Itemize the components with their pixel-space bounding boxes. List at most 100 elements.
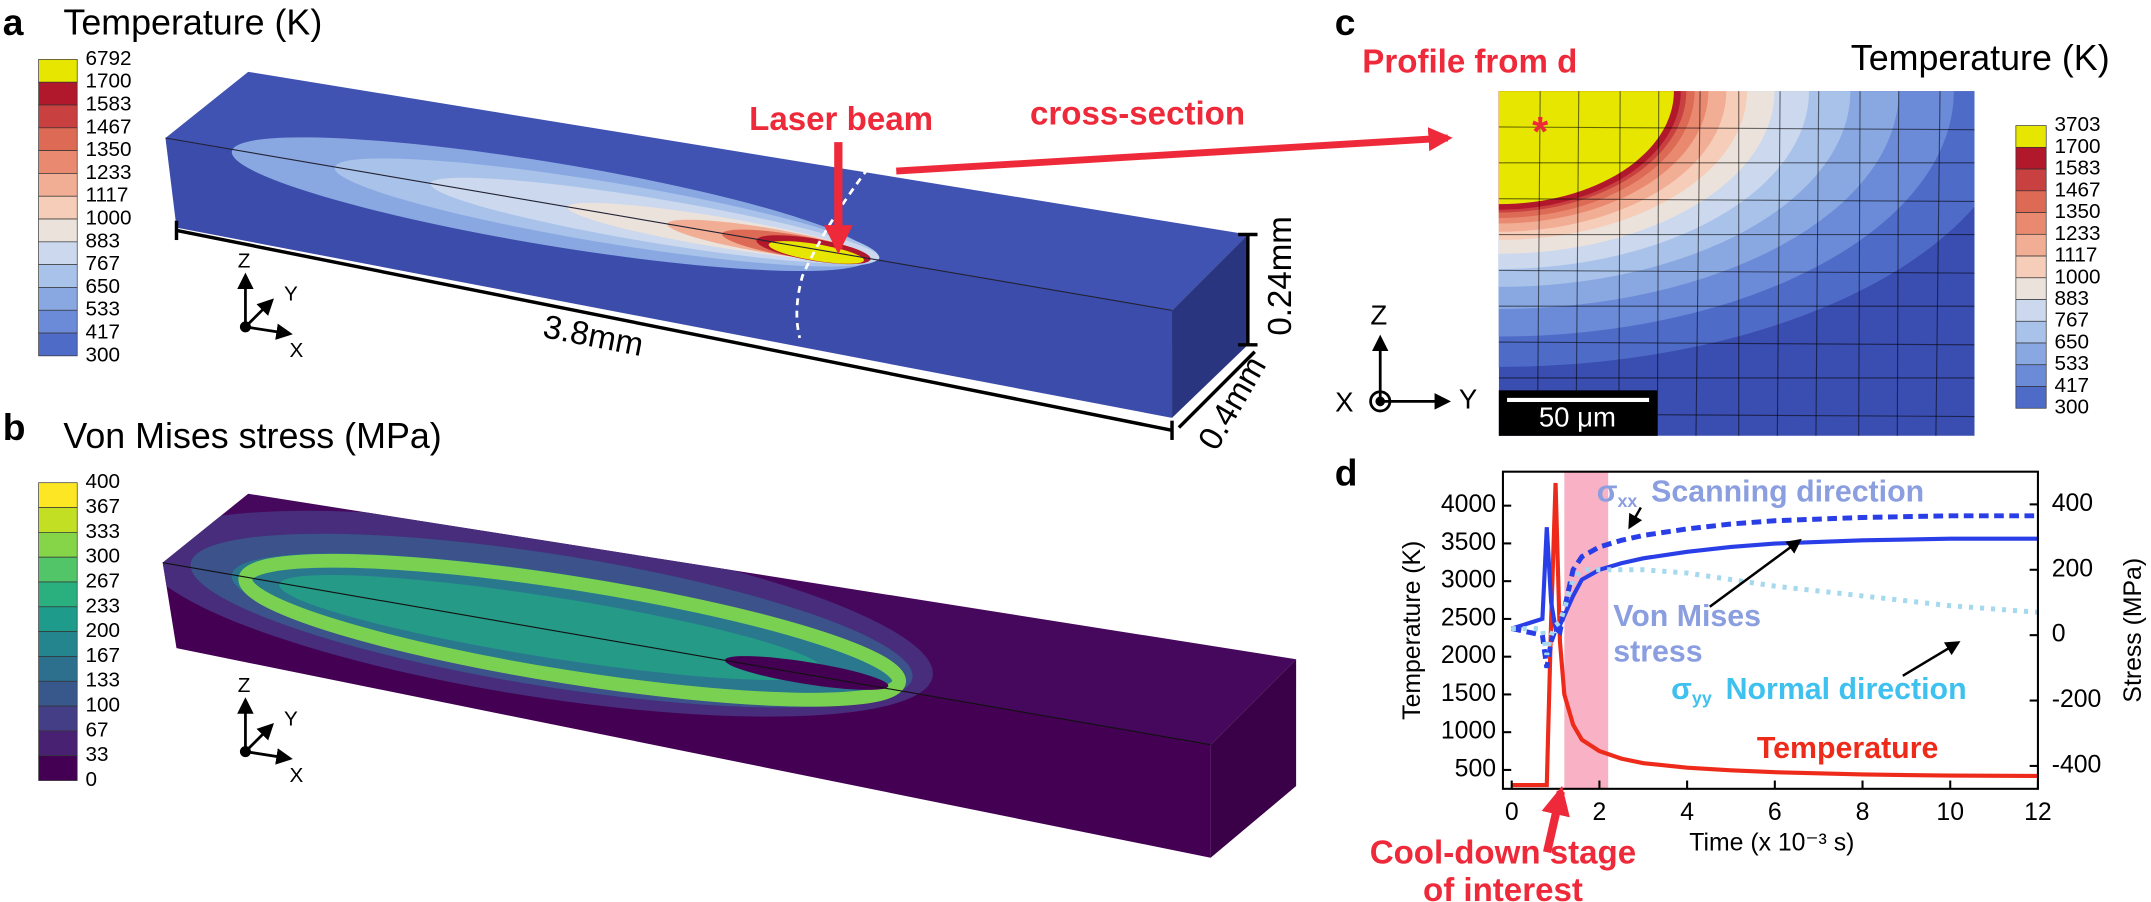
y-axis-title: Temperature (K) xyxy=(1399,541,1426,720)
x-tick-label: 12 xyxy=(2024,799,2052,826)
annotation: of interest xyxy=(1423,872,1583,902)
colorbar-label: 1467 xyxy=(2054,178,2100,201)
colorbar-label: 0 xyxy=(85,768,97,791)
axis-triad xyxy=(1369,334,1452,413)
colorbar-label: 1583 xyxy=(2054,157,2100,180)
chart: 0 2 4 6 8 10 125001000150020002500300035004000… xyxy=(1399,470,2147,857)
colorbar-swatch xyxy=(38,309,78,334)
colorbar-swatch xyxy=(2015,212,2047,235)
plot-frame xyxy=(1501,470,2039,790)
colorbar-label: 367 xyxy=(85,495,120,518)
beam xyxy=(165,71,1248,418)
colorbar-swatch xyxy=(2015,255,2047,279)
colorbar-label: 33 xyxy=(85,743,108,766)
colorbar-swatch xyxy=(38,556,78,583)
y-tick-label: 2000 xyxy=(1441,642,1496,669)
colorbar-swatch xyxy=(38,680,78,707)
colorbar-label: 1117 xyxy=(85,184,128,207)
annotation: Laser beam xyxy=(749,101,933,138)
axis-triad xyxy=(237,272,293,340)
colorbar-label: 300 xyxy=(85,545,120,568)
y2-axis-title: Stress (MPa) xyxy=(2120,558,2147,703)
colorbar-swatch xyxy=(38,606,78,632)
colorbar-label: 67 xyxy=(85,718,108,741)
colorbar-swatch xyxy=(38,104,78,129)
axis-triad xyxy=(237,697,293,765)
colorbar-swatch xyxy=(38,507,78,533)
colorbar-swatch xyxy=(38,59,78,83)
colorbar-swatch xyxy=(38,287,78,311)
colorbar-swatch xyxy=(2015,277,2047,300)
arrow xyxy=(896,127,1453,175)
x-tick-label: 6 xyxy=(1768,799,1782,826)
colorbar-swatch xyxy=(38,150,78,174)
label-part: xx xyxy=(1617,491,1637,511)
y-tick-label: 4000 xyxy=(1441,491,1496,518)
mesh-line xyxy=(1498,341,1975,346)
highlight-band xyxy=(1564,471,1609,789)
colorbar-label: 300 xyxy=(2054,396,2088,419)
colorbar-label: 233 xyxy=(85,594,120,617)
colorbar-swatch xyxy=(38,173,78,197)
annotation: Cool-down stage xyxy=(1370,835,1636,872)
colorbar-label: 1350 xyxy=(2054,200,2100,223)
x-tick-label: 10 xyxy=(1936,799,1964,826)
colorbar-label: 133 xyxy=(85,669,120,692)
label-part: Normal direction xyxy=(1726,673,1967,706)
colorbar-label: 400 xyxy=(85,470,120,493)
label-part: yy xyxy=(1692,688,1712,708)
axis-name: Y xyxy=(284,707,298,730)
colorbar-label: 167 xyxy=(85,644,120,667)
colorbar-label: 650 xyxy=(85,275,120,298)
colorbar-label: 333 xyxy=(85,520,120,543)
colorbar-label: 417 xyxy=(85,321,120,344)
beam xyxy=(162,493,1297,858)
colorbar-label: 1583 xyxy=(85,92,131,115)
series-label: stress xyxy=(1613,636,1702,669)
axis-name: Z xyxy=(238,674,251,697)
colorbar-swatch xyxy=(38,730,78,757)
colorbar-label: 1467 xyxy=(85,115,131,138)
x-tick-label: 4 xyxy=(1680,799,1694,826)
colorbar-swatch xyxy=(2015,168,2047,192)
colorbar-label: 1700 xyxy=(85,70,131,93)
dimension-label: 0.24mm xyxy=(1262,216,1299,336)
colorbar-swatch xyxy=(2015,299,2047,322)
axis-name: Y xyxy=(1459,384,1477,415)
x-tick-label: 0 xyxy=(1505,799,1519,826)
colorbar-swatch xyxy=(2015,386,2047,409)
y2-tick-label: -200 xyxy=(2052,686,2102,713)
y-tick-label: 1000 xyxy=(1441,718,1496,745)
colorbar-label: 1350 xyxy=(85,138,131,161)
y-tick-label: 1500 xyxy=(1441,680,1496,707)
colorbar: 3703170015831467135012331117100088376765… xyxy=(2015,113,2100,419)
colorbar-label: 267 xyxy=(85,569,120,592)
x-tick-label: 8 xyxy=(1856,799,1870,826)
axis-name: X xyxy=(1335,386,1353,417)
cross-section-map xyxy=(1498,91,1975,436)
colorbar-swatch xyxy=(38,127,78,151)
colorbar-swatch xyxy=(38,81,78,106)
colorbar-label: 417 xyxy=(2054,374,2088,397)
y2-tick-label: -400 xyxy=(2052,751,2102,778)
colorbar-swatch xyxy=(38,755,78,781)
series-label: σxx Scanning direction xyxy=(1597,476,1924,511)
colorbar-swatch xyxy=(38,631,78,657)
y-tick-label: 500 xyxy=(1455,755,1496,782)
colorbar-swatch xyxy=(38,195,78,220)
axis-name: Z xyxy=(1370,300,1387,331)
panel-letter: a xyxy=(3,1,24,43)
annotation: Profile from d xyxy=(1362,43,1577,80)
mesh-line xyxy=(1498,198,1975,202)
colorbar-swatch xyxy=(38,218,78,243)
colorbar-swatch xyxy=(2015,146,2047,170)
scale-label: 50 μm xyxy=(1539,402,1616,433)
colorbar-label: 533 xyxy=(85,298,120,321)
colorbar-swatch xyxy=(38,482,78,508)
colorbar-label: 1000 xyxy=(85,207,131,230)
axis-name: Z xyxy=(238,250,251,273)
colorbar-label: 650 xyxy=(2054,330,2088,353)
panel-title: Temperature (K) xyxy=(63,2,322,42)
panel-title: Von Mises stress (MPa) xyxy=(63,416,441,456)
